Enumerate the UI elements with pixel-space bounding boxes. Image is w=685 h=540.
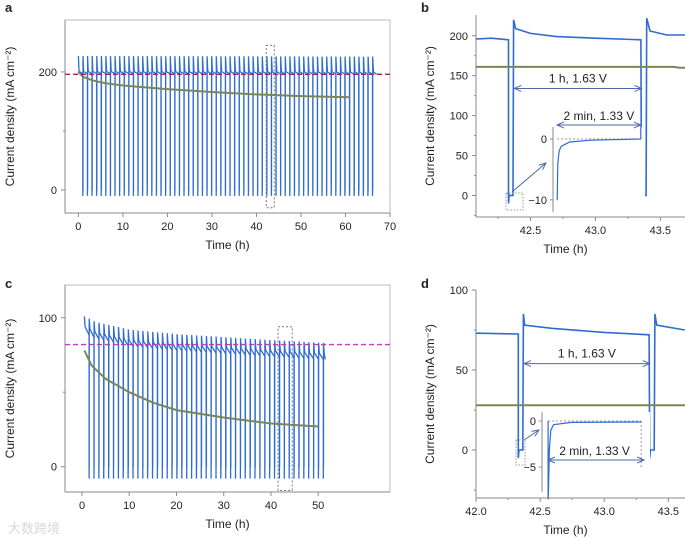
inset-background <box>551 127 645 212</box>
x-tick-label: 10 <box>117 221 129 233</box>
inset-background <box>540 412 650 492</box>
panel-label: a <box>5 0 13 15</box>
x-tick-label: 43.5 <box>650 225 671 237</box>
panel-a: a 0 10 20 30 40 50 60 70 0 200 Time (h) Current dens… <box>3 0 396 252</box>
y-tick-label: 0 <box>51 462 57 474</box>
inset-annotation-label: 2 min, 1.33 V <box>564 109 635 123</box>
inset-y-tick-label: −5 <box>523 462 536 474</box>
x-tick-label: 60 <box>339 221 351 233</box>
annotation-label: 1 h, 1.63 V <box>558 347 616 361</box>
x-tick-label: 40 <box>265 500 277 512</box>
plot-area <box>476 313 685 459</box>
inset: 0 −5 2 min, 1.33 V <box>515 412 650 500</box>
highlight-box <box>277 326 293 492</box>
x-tick-label: 0 <box>75 221 81 233</box>
inset-series-line <box>547 421 642 500</box>
y-tick-label: 50 <box>456 365 468 377</box>
plot-frame <box>64 19 391 214</box>
y-tick-label: 0 <box>51 185 57 197</box>
y-tick-label: 0 <box>462 445 468 457</box>
y-axis-label: Current density (mA cm⁻²) <box>3 47 17 187</box>
x-axis-label: Time (h) <box>543 523 587 537</box>
watermark: 大数跨境 <box>8 522 61 537</box>
y-tick-label: 200 <box>39 67 57 79</box>
plot-area <box>476 18 685 204</box>
plot-area <box>65 55 390 196</box>
series-line-constant <box>83 350 319 428</box>
x-tick-label: 42.5 <box>529 506 550 518</box>
x-tick-label: 42.5 <box>520 225 541 237</box>
highlight-box <box>265 44 275 209</box>
series-line-cycled <box>476 313 685 459</box>
zoom-region-box <box>505 192 524 211</box>
zoom-pointer-arrow <box>511 163 546 193</box>
inset-series-line <box>556 126 642 201</box>
x-tick-label: 70 <box>384 221 396 233</box>
zoom-pointer-arrow <box>523 430 539 441</box>
annotation-label: 1 h, 1.63 V <box>549 71 607 85</box>
inset-y-tick-label: 0 <box>541 134 547 146</box>
panel-c: c 0 10 20 30 40 50 0 100 Time (h) Current density … <box>3 276 391 531</box>
y-tick-label: 200 <box>450 31 468 43</box>
series-line-cycled <box>476 18 685 204</box>
x-tick-label: 10 <box>123 500 135 512</box>
zoom-region-box <box>515 439 526 466</box>
inset-annotation-label: 2 min, 1.33 V <box>559 444 630 458</box>
x-tick-label: 30 <box>218 500 230 512</box>
panel-label: b <box>421 0 429 15</box>
y-axis-label: Current density (mA cm⁻²) <box>423 324 437 464</box>
x-tick-label: 0 <box>79 500 85 512</box>
y-tick-label: 100 <box>39 313 57 325</box>
x-tick-label: 43.0 <box>585 225 606 237</box>
y-axis-label: Current density (mA cm⁻²) <box>3 319 17 459</box>
x-tick-label: 42.0 <box>465 506 486 518</box>
x-tick-label: 30 <box>206 221 218 233</box>
y-tick-label: 100 <box>450 111 468 123</box>
x-axis-label: Time (h) <box>205 238 249 252</box>
series-line-constant <box>77 71 350 99</box>
y-tick-label: 100 <box>450 285 468 297</box>
series-line-cycled <box>83 316 326 479</box>
x-tick-label: 43.5 <box>658 506 679 518</box>
y-tick-label: 150 <box>450 71 468 83</box>
series-line-cycled <box>77 55 377 196</box>
series-line-constant <box>476 65 685 69</box>
x-tick-label: 43.0 <box>594 506 615 518</box>
y-axis-label: Current density (mA cm⁻²) <box>423 46 437 186</box>
y-tick-label: 50 <box>456 151 468 163</box>
inset: 0 −10 2 min, 1.33 V <box>505 109 645 212</box>
x-tick-label: 50 <box>312 500 324 512</box>
panel-label: c <box>5 276 12 291</box>
x-tick-label: 20 <box>161 221 173 233</box>
x-axis-label: Time (h) <box>543 242 587 256</box>
x-tick-label: 50 <box>295 221 307 233</box>
x-axis-label: Time (h) <box>205 517 249 531</box>
inset-y-tick-label: 0 <box>530 416 536 428</box>
panel-b: b 42.5 43.0 43.5 0 50 100 150 200 Time (h) Current… <box>421 0 685 256</box>
x-tick-label: 40 <box>250 221 262 233</box>
plot-area <box>65 316 390 479</box>
y-tick-label: 0 <box>462 190 468 202</box>
x-tick-label: 20 <box>170 500 182 512</box>
inset-y-tick-label: −10 <box>528 195 547 207</box>
panel-d: d 42.0 42.5 43.0 43.5 0 50 100 Time (h) Current d… <box>421 276 685 537</box>
panel-label: d <box>421 276 429 291</box>
